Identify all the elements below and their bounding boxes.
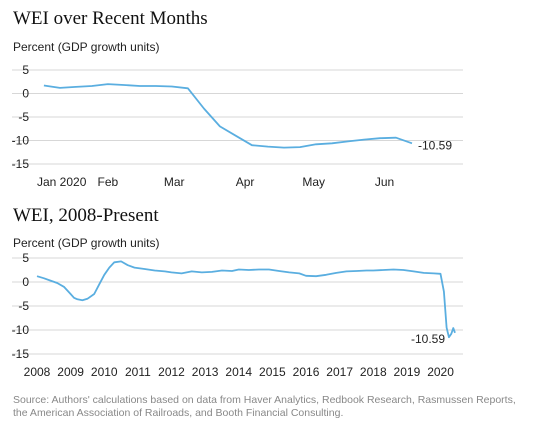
x-tick-label: 2020	[427, 365, 454, 379]
x-tick-label: 2017	[326, 365, 353, 379]
x-tick-label: 2014	[225, 365, 252, 379]
x-tick-label: 2018	[360, 365, 387, 379]
x-tick-label: 2008	[24, 365, 51, 379]
x-tick-label: Mar	[164, 175, 185, 189]
x-tick-label: Apr	[236, 175, 255, 189]
y-tick-label: -10	[12, 323, 30, 337]
x-tick-label: May	[302, 175, 325, 189]
x-tick-label: Feb	[98, 175, 119, 189]
y-axis-label: Percent (GDP growth units)	[13, 236, 160, 250]
x-tick-label: 2015	[259, 365, 286, 379]
x-tick-label: Jan 2020	[37, 175, 87, 189]
end-value-label: -10.59	[418, 138, 452, 152]
y-tick-label: -5	[18, 110, 29, 124]
y-tick-label: -15	[12, 157, 30, 171]
y-tick-label: 0	[22, 87, 29, 101]
y-axis-label: Percent (GDP growth units)	[13, 40, 160, 54]
x-tick-label: 2010	[91, 365, 118, 379]
x-tick-label: 2016	[293, 365, 320, 379]
y-tick-label: -5	[18, 299, 29, 313]
chart-title: WEI over Recent Months	[13, 8, 208, 29]
x-tick-label: 2013	[192, 365, 219, 379]
y-tick-label: 5	[22, 251, 29, 265]
y-tick-label: -10	[12, 134, 30, 148]
y-tick-label: 5	[22, 63, 29, 77]
series-line	[36, 260, 456, 339]
chart-recent-months-plot: 5 0 -5 -10 -15 Jan 2020 Feb Mar Apr May Jun -10.59	[12, 63, 463, 189]
x-tick-label: 2012	[158, 365, 185, 379]
series-line	[43, 83, 413, 149]
source-note: Source: Authors' calculations based on d…	[13, 394, 516, 419]
x-tick-label: Jun	[375, 175, 394, 189]
x-tick-label: 2009	[57, 365, 84, 379]
chart-2008-present-plot: 5 0 -5 -10 -15 2008 2009 2010 2011 2012 2013 2014 20…	[12, 251, 463, 379]
x-tick-label: 2011	[125, 365, 151, 379]
y-tick-label: -15	[12, 347, 30, 361]
y-tick-label: 0	[22, 275, 29, 289]
chart-title: WEI, 2008-Present	[13, 205, 159, 226]
x-tick-label: 2019	[394, 365, 421, 379]
end-value-label: -10.59	[411, 332, 445, 346]
